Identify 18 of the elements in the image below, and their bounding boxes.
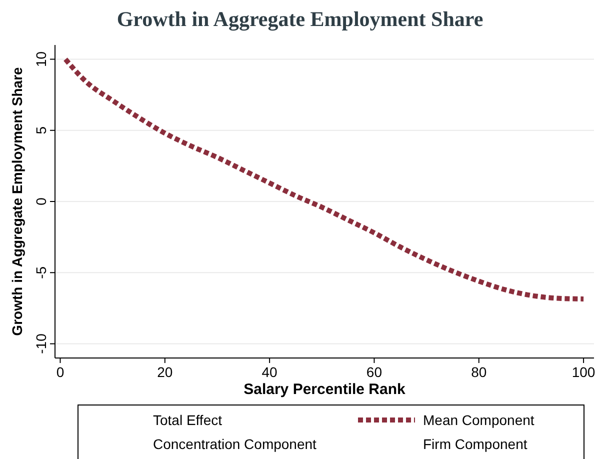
x-tick-label: 40 <box>262 364 278 380</box>
y-tick-label: -5 <box>33 266 49 279</box>
x-tick-label: 100 <box>572 364 596 380</box>
y-tick-label: -10 <box>33 333 49 354</box>
y-tick-label: 5 <box>33 126 49 134</box>
x-tick-label: 0 <box>56 364 64 380</box>
x-tick-label: 20 <box>157 364 173 380</box>
chart-title: Growth in Aggregate Employment Share <box>116 7 484 31</box>
x-tick-label: 60 <box>366 364 382 380</box>
y-axis-title: Growth in Aggregate Employment Share <box>9 66 25 336</box>
text: Concentration Component <box>153 436 317 452</box>
y-tick-label: 0 <box>33 197 49 206</box>
x-tick-label: 80 <box>471 364 487 380</box>
legend-label: Mean Component <box>423 412 534 428</box>
text: Firm Component <box>423 436 528 452</box>
x-axis-title: Salary Percentile Rank <box>244 381 406 398</box>
text: Total Effect <box>153 412 222 428</box>
y-tick-label: 10 <box>33 51 49 68</box>
